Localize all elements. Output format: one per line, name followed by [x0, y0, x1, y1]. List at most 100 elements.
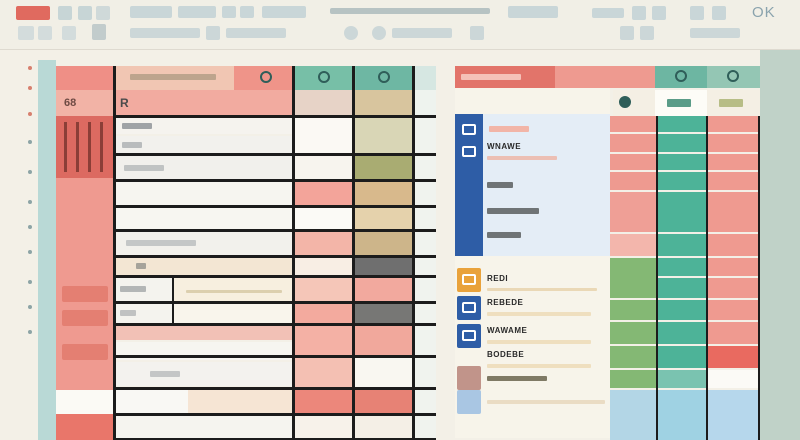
- document-icon[interactable]: [92, 24, 106, 40]
- value-cell[interactable]: [708, 234, 758, 256]
- value-cell[interactable]: [610, 134, 656, 152]
- list-item[interactable]: WNAWE: [455, 140, 610, 166]
- data-cell[interactable]: [114, 304, 172, 324]
- column-status-icon[interactable]: [378, 71, 390, 83]
- column-status-icon[interactable]: [727, 70, 739, 82]
- value-cell[interactable]: [708, 116, 758, 132]
- data-cell[interactable]: [354, 90, 412, 116]
- value-cell[interactable]: [354, 358, 412, 388]
- value-cell[interactable]: [610, 192, 656, 232]
- value-cell[interactable]: [610, 300, 656, 320]
- bold-icon[interactable]: [222, 6, 236, 18]
- list-item[interactable]: [455, 390, 610, 414]
- range-select[interactable]: [392, 28, 452, 38]
- zoom-select[interactable]: [592, 8, 624, 18]
- value-cell[interactable]: [658, 116, 706, 132]
- value-cell[interactable]: [708, 300, 758, 320]
- value-cell[interactable]: [294, 416, 352, 440]
- data-cell[interactable]: [114, 156, 292, 180]
- value-cell[interactable]: [610, 346, 656, 368]
- font-select[interactable]: [130, 6, 172, 18]
- data-cell[interactable]: [114, 416, 292, 440]
- redo-icon[interactable]: [38, 26, 52, 40]
- value-cell[interactable]: [294, 258, 352, 276]
- size-select[interactable]: [178, 6, 216, 18]
- value-cell[interactable]: [708, 278, 758, 298]
- data-cell[interactable]: [114, 258, 292, 276]
- fill-icon[interactable]: [206, 26, 220, 40]
- value-cell[interactable]: [610, 370, 656, 388]
- column-status-icon[interactable]: [318, 71, 330, 83]
- row-tag[interactable]: [62, 286, 108, 302]
- value-cell[interactable]: [708, 192, 758, 232]
- value-cell[interactable]: [610, 322, 656, 344]
- border-select[interactable]: [226, 28, 286, 38]
- list-item[interactable]: WAWAME: [455, 324, 610, 352]
- print-icon[interactable]: [62, 26, 76, 40]
- value-cell[interactable]: [354, 278, 412, 302]
- header-cell[interactable]: [234, 66, 294, 90]
- value-cell[interactable]: [354, 182, 412, 206]
- row-header-block[interactable]: [56, 116, 114, 178]
- list-item[interactable]: REDI: [455, 268, 610, 296]
- data-cell[interactable]: [114, 362, 292, 386]
- data-cell[interactable]: [114, 278, 172, 302]
- value-cell[interactable]: [610, 234, 656, 256]
- list-item[interactable]: [455, 174, 610, 198]
- header-cell[interactable]: [56, 66, 114, 90]
- value-cell[interactable]: [658, 134, 706, 152]
- header-cell[interactable]: [294, 66, 356, 90]
- list-item[interactable]: [455, 366, 610, 394]
- value-cell[interactable]: [294, 304, 352, 324]
- value-cell[interactable]: [658, 370, 706, 388]
- value-cell[interactable]: [354, 304, 412, 324]
- data-cell[interactable]: [188, 390, 292, 414]
- value-cell[interactable]: [294, 156, 352, 180]
- column-status-icon[interactable]: [675, 70, 687, 82]
- comment-icon[interactable]: [690, 6, 704, 20]
- table-icon[interactable]: [640, 26, 654, 40]
- list-item[interactable]: [455, 200, 610, 224]
- list-item[interactable]: REBEDE: [455, 296, 610, 324]
- data-cell[interactable]: [114, 118, 292, 134]
- value-cell[interactable]: [294, 118, 352, 154]
- value-cell[interactable]: [708, 258, 758, 276]
- value-cell[interactable]: [354, 156, 412, 180]
- value-cell[interactable]: [354, 326, 412, 356]
- data-cell[interactable]: [294, 90, 352, 116]
- edit-icon[interactable]: [96, 6, 110, 20]
- data-cell[interactable]: [114, 208, 292, 230]
- sub-header-cell[interactable]: [655, 90, 707, 116]
- more-select[interactable]: [690, 28, 740, 38]
- view-select[interactable]: [508, 6, 558, 18]
- format-select[interactable]: [262, 6, 306, 18]
- data-cell[interactable]: [114, 182, 292, 206]
- list-item[interactable]: [455, 224, 610, 248]
- value-cell[interactable]: [294, 208, 352, 230]
- back-icon[interactable]: [58, 6, 72, 20]
- header-cell[interactable]: [356, 66, 414, 90]
- row-tag[interactable]: [62, 344, 108, 360]
- value-cell[interactable]: [658, 258, 706, 276]
- formula-bar[interactable]: [330, 8, 490, 14]
- value-cell[interactable]: [708, 134, 758, 152]
- value-cell[interactable]: [658, 234, 706, 256]
- value-cell[interactable]: [354, 416, 412, 440]
- value-cell[interactable]: [658, 154, 706, 170]
- row-header-cell[interactable]: [56, 390, 114, 414]
- data-cell[interactable]: [174, 304, 292, 324]
- header-cell[interactable]: [555, 66, 655, 88]
- value-cell[interactable]: [610, 390, 656, 440]
- data-cell[interactable]: [114, 326, 292, 340]
- value-cell[interactable]: [708, 154, 758, 170]
- value-cell[interactable]: [294, 358, 352, 388]
- value-cell[interactable]: [708, 346, 758, 368]
- value-cell[interactable]: [294, 326, 352, 356]
- row-header-cell[interactable]: [56, 232, 114, 258]
- sub-header-cell[interactable]: [613, 90, 655, 116]
- settings-icon[interactable]: [632, 6, 646, 20]
- insert-icon[interactable]: [470, 26, 484, 40]
- app-menu-button[interactable]: [16, 6, 50, 20]
- value-cell[interactable]: [708, 172, 758, 190]
- italic-icon[interactable]: [240, 6, 254, 18]
